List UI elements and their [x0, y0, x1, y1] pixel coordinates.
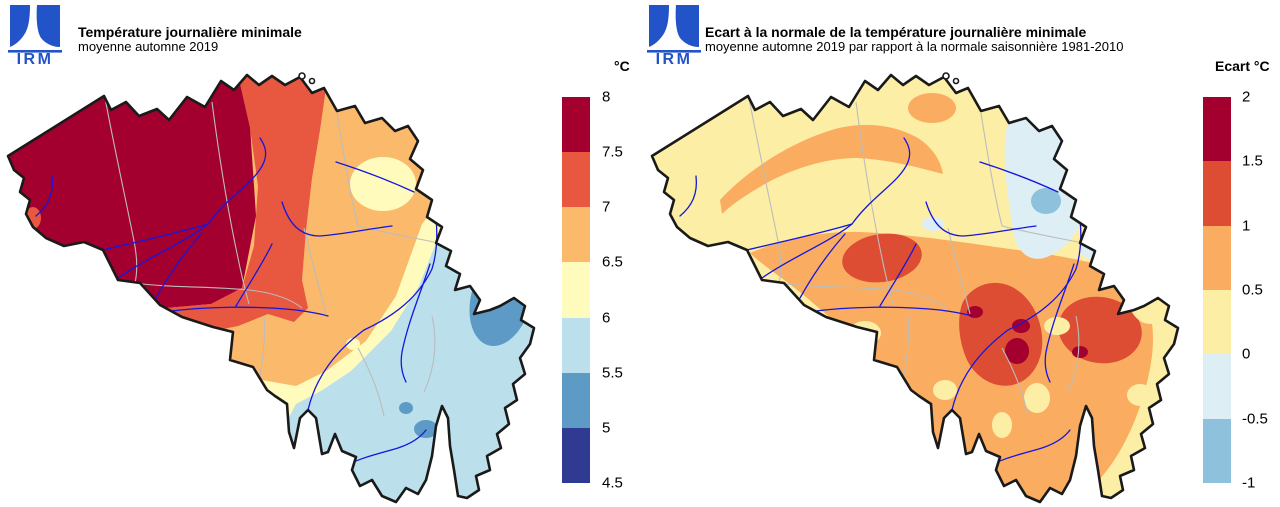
temperature-colorbar-labels: 8 7.5 7 6.5 6 5.5 5 4.5	[602, 89, 648, 492]
colorbar-segment	[562, 97, 590, 153]
colorbar-tick-label: 4.5	[602, 474, 623, 492]
temperature-colorbar	[562, 97, 590, 483]
irm-logo: IRM	[8, 5, 62, 66]
colorbar-segment	[1203, 354, 1231, 419]
colorbar-segment	[562, 152, 590, 208]
irm-logo-underline	[647, 50, 701, 53]
colorbar-tick-label: 8	[602, 88, 611, 106]
colorbar-tick-label: 5	[602, 419, 611, 437]
belgium-anomaly-map	[650, 72, 1180, 504]
irm-logo-right-shape	[36, 5, 60, 47]
colorbar-tick-label: -1	[1242, 474, 1256, 492]
colorbar-tick-label: 2	[1242, 88, 1251, 106]
irm-logo-text: IRM	[17, 51, 54, 66]
colorbar-segment	[1203, 161, 1231, 226]
irm-logo-left-shape	[10, 5, 30, 47]
colorbar-segment	[562, 262, 590, 318]
colorbar-tick-label: -0.5	[1242, 410, 1268, 428]
belgium-temperature-map	[6, 72, 536, 504]
anomaly-colorbar-labels: 2 1.5 1 0.5 0 -0.5 -1	[1242, 89, 1280, 492]
colorbar-tick-label: 6.5	[602, 253, 623, 271]
irm-logo: IRM	[647, 5, 701, 66]
anomaly-unit-label: Ecart °C	[1215, 58, 1270, 74]
colorbar-segment	[562, 317, 590, 373]
colorbar-segment	[562, 427, 590, 483]
colorbar-tick-label: 5.5	[602, 364, 623, 382]
colorbar-segment	[1203, 225, 1231, 290]
irm-logo-left-shape	[649, 5, 669, 47]
colorbar-segment	[1203, 97, 1231, 162]
colorbar-tick-label: 0.5	[1242, 281, 1263, 299]
colorbar-tick-label: 1	[1242, 217, 1251, 235]
colorbar-tick-label: 1.5	[1242, 152, 1263, 170]
temperature-panel-subtitle: moyenne automne 2019	[78, 39, 219, 54]
temperature-unit-label: °C	[614, 58, 630, 74]
colorbar-segment	[1203, 289, 1231, 355]
temperature-panel-title: Température journalière minimale	[78, 24, 302, 41]
anomaly-colorbar	[1203, 97, 1231, 483]
colorbar-segment	[562, 207, 590, 263]
colorbar-tick-label: 0	[1242, 345, 1251, 363]
irm-logo-text: IRM	[656, 51, 693, 66]
irm-logo-right-shape	[675, 5, 699, 47]
colorbar-tick-label: 7	[602, 198, 611, 216]
colorbar-tick-label: 7.5	[602, 143, 623, 161]
colorbar-tick-label: 6	[602, 309, 611, 327]
anomaly-panel-subtitle: moyenne automne 2019 par rapport à la no…	[705, 39, 1124, 54]
colorbar-segment	[562, 372, 590, 428]
anomaly-panel-title: Ecart à la normale de la température jou…	[705, 24, 1087, 41]
colorbar-segment	[1203, 418, 1231, 483]
irm-logo-underline	[8, 50, 62, 53]
